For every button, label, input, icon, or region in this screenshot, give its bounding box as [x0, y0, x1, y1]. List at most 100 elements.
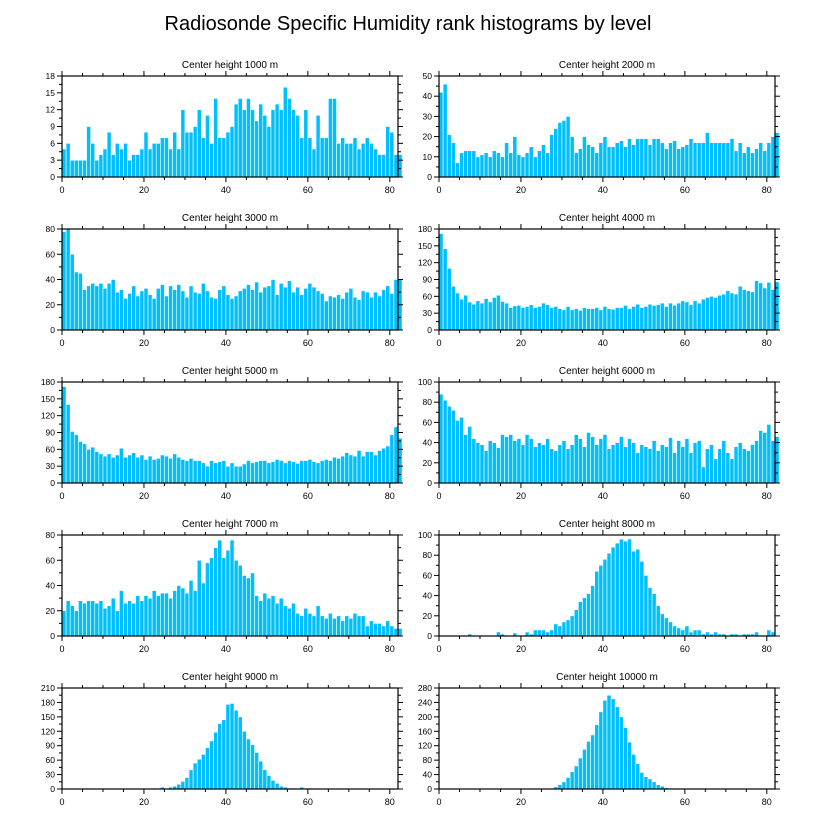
y-axis: 0 20 40 60 80 100 — [418, 530, 780, 641]
histogram-bar — [328, 295, 333, 331]
histogram-bar — [262, 460, 268, 484]
histogram-bar — [500, 434, 505, 484]
histogram-bar — [631, 442, 636, 484]
y-tick-label: 180 — [41, 377, 55, 387]
histogram-bar — [627, 438, 632, 484]
histogram-bar — [537, 442, 542, 484]
histogram-bar — [655, 138, 661, 178]
y-axis: 0 10 20 30 40 50 — [423, 71, 780, 182]
histogram-bar — [262, 114, 268, 178]
histogram-bar — [627, 538, 632, 637]
histogram-bar — [684, 144, 690, 178]
histogram-bar — [287, 280, 292, 331]
histogram-bar — [139, 454, 145, 484]
histogram-bar — [614, 442, 620, 484]
histogram-bar — [205, 747, 210, 790]
histogram-bar — [246, 98, 251, 178]
histogram-bar — [647, 778, 653, 790]
histogram-bar — [610, 444, 616, 484]
histogram-bar — [582, 597, 587, 637]
histogram-bar — [209, 296, 214, 331]
histogram-bar — [323, 300, 329, 331]
histogram-bar — [561, 781, 567, 790]
x-tick-label: 40 — [221, 644, 231, 654]
histogram-bar — [266, 597, 272, 637]
x-axis: 0 20 40 60 80 — [436, 377, 772, 501]
histogram-bar — [188, 769, 194, 790]
histogram-bar — [524, 434, 530, 484]
histogram-bar — [475, 442, 481, 484]
histogram-panel-3: Center height 3000 m 0 20 40 60 80 0 20 40 60 80 — [46, 213, 403, 348]
histogram-bar — [741, 152, 747, 178]
histogram-bar — [241, 109, 247, 178]
histogram-bar — [491, 442, 497, 484]
histogram-bar — [254, 281, 259, 331]
histogram-bar — [606, 552, 612, 637]
histogram-bar — [82, 602, 87, 637]
histogram-bar — [455, 162, 460, 178]
histogram-bar — [73, 159, 79, 178]
histogram-bar — [516, 154, 522, 178]
y-tick-label: 240 — [418, 697, 432, 707]
x-tick-label: 60 — [680, 491, 690, 501]
histogram-bar — [299, 294, 305, 331]
histogram-bar — [229, 703, 235, 790]
x-axis: 0 20 40 60 80 — [436, 71, 772, 195]
histogram-bar — [528, 146, 534, 178]
histogram-bar — [192, 590, 198, 637]
histogram-bar — [668, 142, 673, 178]
histogram-bar — [635, 763, 641, 790]
x-axis: 0 20 40 60 80 — [59, 224, 395, 348]
histogram-bar — [385, 620, 391, 637]
histogram-bar — [463, 150, 468, 178]
histogram-bar — [114, 291, 120, 331]
histogram-bar — [348, 288, 354, 331]
x-tick-label: 20 — [139, 797, 149, 807]
x-tick-label: 0 — [436, 644, 441, 654]
histogram-bar — [729, 292, 735, 331]
y-tick-label: 120 — [41, 411, 55, 421]
histogram-bar — [500, 301, 505, 331]
histogram-bar — [512, 136, 518, 178]
histogram-bar — [131, 452, 137, 484]
histogram-bar — [233, 559, 239, 637]
histogram-bar — [459, 298, 464, 331]
histogram-bar — [618, 538, 624, 637]
histogram-bar — [196, 559, 202, 637]
histogram-bar — [713, 142, 718, 178]
histogram-bar — [569, 444, 575, 484]
histogram-bar — [647, 448, 653, 484]
histogram-bar — [393, 154, 399, 178]
histogram-bar — [549, 134, 555, 178]
histogram-bar — [569, 309, 575, 331]
histogram-bar — [192, 291, 198, 331]
y-tick-label: 20 — [423, 458, 433, 468]
histogram-bar — [504, 302, 509, 331]
histogram-bar — [278, 109, 284, 178]
y-tick-label: 80 — [423, 755, 433, 765]
histogram-bar — [602, 558, 608, 637]
histogram-bar — [733, 293, 739, 331]
histogram-bar — [659, 302, 665, 331]
histogram-bar — [549, 629, 555, 637]
histogram-bar — [377, 154, 382, 178]
histogram-bar — [151, 459, 157, 484]
histogram-bar — [225, 549, 231, 637]
histogram-bar — [487, 301, 493, 331]
histogram-bar — [553, 306, 559, 331]
histogram-bar — [602, 434, 608, 484]
histogram-bar — [86, 449, 91, 484]
histogram-bar — [631, 754, 636, 790]
histogram-bar — [94, 602, 100, 637]
histogram-bar — [184, 460, 190, 484]
histogram-bar — [119, 148, 124, 178]
histogram-bar — [139, 600, 145, 637]
histogram-bar — [78, 159, 83, 178]
x-tick-label: 60 — [680, 185, 690, 195]
histogram-bar — [664, 148, 669, 178]
histogram-bar — [578, 310, 583, 331]
histogram-bar — [274, 602, 280, 637]
histogram-bar — [319, 137, 325, 178]
histogram-bar — [709, 444, 714, 484]
